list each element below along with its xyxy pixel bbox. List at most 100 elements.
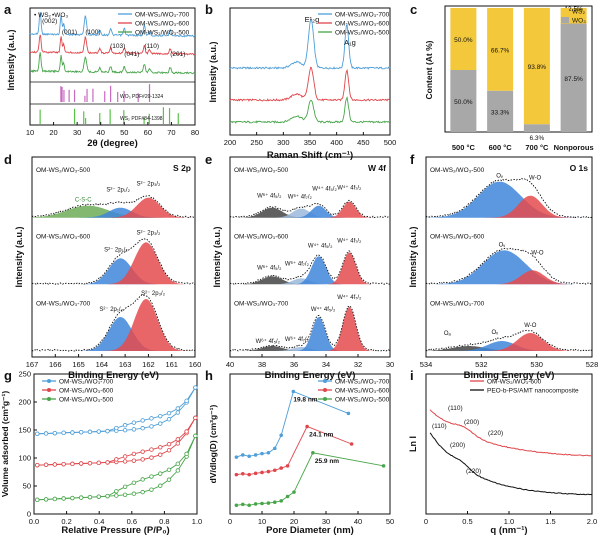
panel-g-point bbox=[78, 429, 84, 435]
panel-g-x-tick-label: 0.0 bbox=[29, 517, 39, 526]
panel-e-x-tick-label: 40 bbox=[226, 360, 234, 369]
panel-h-point bbox=[247, 472, 251, 477]
panel-f-row-sample: OM-WS₂/WO₃-700 bbox=[430, 300, 485, 307]
panel-g-point bbox=[105, 428, 110, 434]
panel-g-xlabel: Relative Pressure (P/P₀) bbox=[61, 525, 169, 536]
panel-i-legend-entry: PEO-b-PS/AMT nanocomposite bbox=[487, 388, 579, 395]
panel-a-peak-label: (103) bbox=[110, 43, 125, 50]
panel-g-legend-entry: OM-WS₂/WO₃-700 bbox=[59, 379, 114, 386]
panel-f-ylabel: Intensity (a.u.) bbox=[408, 226, 418, 287]
panel-b-curve-3 bbox=[229, 95, 391, 124]
panel-g-point bbox=[131, 420, 137, 425]
panel-c-letter: c bbox=[410, 2, 417, 17]
panel-h-point bbox=[266, 450, 271, 455]
panel-h-point bbox=[346, 411, 351, 416]
panel-a-x-tick-label: 40 bbox=[97, 128, 105, 137]
panel-i-x-tick-label: 0 bbox=[424, 517, 428, 526]
panel-h-point bbox=[260, 451, 264, 456]
panel-i-x-tick-label: 0.5 bbox=[462, 517, 472, 526]
panel-b-peak-a1g: A₁g bbox=[344, 38, 356, 47]
panel-f-component-peak bbox=[426, 181, 592, 218]
panel-c-category: 500 °C bbox=[452, 143, 476, 152]
panel-g-point bbox=[175, 461, 181, 467]
panel-e-component-peak bbox=[230, 276, 390, 285]
panel-e-envelope bbox=[229, 305, 391, 352]
panel-c-category: 600 °C bbox=[489, 143, 513, 152]
panel-g-point bbox=[105, 460, 110, 465]
panel-f-x-tick-label: 528 bbox=[586, 360, 599, 369]
panel-e-peak-label: W⁶⁺ 4f₅/₂ bbox=[256, 338, 281, 345]
panel-f-peak-label: W-O bbox=[531, 250, 544, 256]
panel-d-peak-label: S²⁻ 2p₃/₂ bbox=[141, 291, 166, 297]
panel-g-point bbox=[35, 431, 40, 437]
panel-h-xlabel: Pore Diameter (nm) bbox=[266, 525, 354, 536]
panel-g-point bbox=[105, 493, 110, 499]
panel-e-component-peak bbox=[230, 307, 390, 351]
panel-c-bar-ws2 bbox=[523, 7, 550, 125]
panel-g-y-tick-label: 200 bbox=[18, 398, 31, 407]
panel-g-point bbox=[52, 430, 58, 436]
panel-d-x-tick-label: 162 bbox=[142, 360, 155, 369]
panel-d-letter: d bbox=[4, 152, 12, 167]
panel-g-point bbox=[131, 480, 137, 486]
panel-b-legend-entry: OM-WS₂/WO₃-600 bbox=[335, 21, 390, 28]
panel-h-point bbox=[291, 389, 296, 394]
panel-a-wo3-card: WO₃ PDF#20-1324 bbox=[120, 94, 163, 100]
panel-i-red-peak-label: (220) bbox=[488, 430, 503, 437]
panel-a-x-tick-label: 30 bbox=[73, 128, 81, 137]
panel-h-point bbox=[234, 472, 239, 477]
panel-g-point bbox=[193, 415, 198, 421]
panel-g-letter: g bbox=[4, 368, 12, 383]
panel-a-wo3-marker-label: •WO₃ bbox=[52, 12, 68, 19]
panel-h-x-tick-label: 10 bbox=[258, 517, 266, 526]
panel-c-legend-ws2: WS₂ bbox=[572, 9, 585, 16]
panel-g-point bbox=[96, 494, 101, 499]
panel-c-frame bbox=[444, 5, 593, 133]
panel-e-row-sample: OM-WS₂/WO₃-700 bbox=[234, 300, 289, 307]
panel-c-legend-wo3-swatch bbox=[561, 17, 569, 23]
panel-g-point bbox=[131, 451, 137, 457]
panel-h-point bbox=[311, 450, 315, 455]
panel-c-label-ws2: 93.8% bbox=[528, 64, 547, 71]
panel-b-x-tick-label: 450 bbox=[357, 138, 370, 147]
panel-b-peak-e2g: E¹₂g bbox=[305, 15, 320, 24]
panel-b-xlabel: Raman Shift (cm⁻¹) bbox=[267, 150, 353, 161]
panel-e-peak-label: W⁴⁺ 4f₅/₂ bbox=[308, 242, 333, 249]
panel-d-peak-label: S²⁻ 2p₁/₂ bbox=[106, 188, 130, 194]
panel-g-ylabel: Volume adsorbed (cm³g⁻¹) bbox=[0, 391, 10, 498]
panel-f-peak-label: W-O bbox=[524, 323, 537, 329]
panel-e-letter: e bbox=[205, 152, 212, 167]
panel-e-envelope bbox=[229, 250, 391, 285]
panel-c-bar-wo3 bbox=[487, 90, 514, 132]
panel-i-x-tick-label: 1.5 bbox=[545, 517, 555, 526]
panel-d-row-sample: OM-WS₂/WO₃-500 bbox=[36, 167, 91, 174]
panel-f-envelope bbox=[425, 177, 593, 219]
panel-f-envelope bbox=[425, 329, 593, 352]
panel-g-point bbox=[52, 462, 58, 467]
panel-d-row-sample: OM-WS₂/WO₃-600 bbox=[36, 234, 91, 241]
panel-h-point bbox=[285, 464, 290, 468]
panel-g-point bbox=[96, 460, 101, 466]
panel-g-point bbox=[140, 477, 145, 482]
panel-g-point bbox=[149, 474, 154, 479]
panel-h-legend-entry: OM-WS₂/WO₃-500 bbox=[335, 397, 390, 404]
panel-g-point bbox=[35, 462, 40, 468]
panel-i-xlabel: q (nm⁻¹) bbox=[490, 525, 527, 536]
panel-h-point bbox=[234, 503, 239, 508]
panel-i-letter: i bbox=[410, 368, 414, 383]
panel-g-point bbox=[140, 426, 145, 431]
panel-g-point bbox=[35, 497, 40, 503]
panel-b-x-tick-label: 200 bbox=[224, 138, 237, 147]
panel-h-point bbox=[247, 503, 251, 508]
panel-c-label-wo3: 50.0% bbox=[454, 99, 473, 106]
panel-e-title: W 4f bbox=[368, 163, 386, 173]
panel-h-point bbox=[241, 471, 245, 476]
panel-b-x-tick-label: 400 bbox=[330, 138, 343, 147]
panel-g-point bbox=[166, 441, 172, 447]
panel-a-peak-label: (201) bbox=[170, 51, 185, 58]
panel-h-point bbox=[285, 494, 290, 499]
panel-g-y-tick-label: 150 bbox=[18, 426, 31, 435]
panel-d-x-tick-label: 165 bbox=[72, 360, 85, 369]
panel-b-x-tick-label: 500 bbox=[384, 138, 397, 147]
